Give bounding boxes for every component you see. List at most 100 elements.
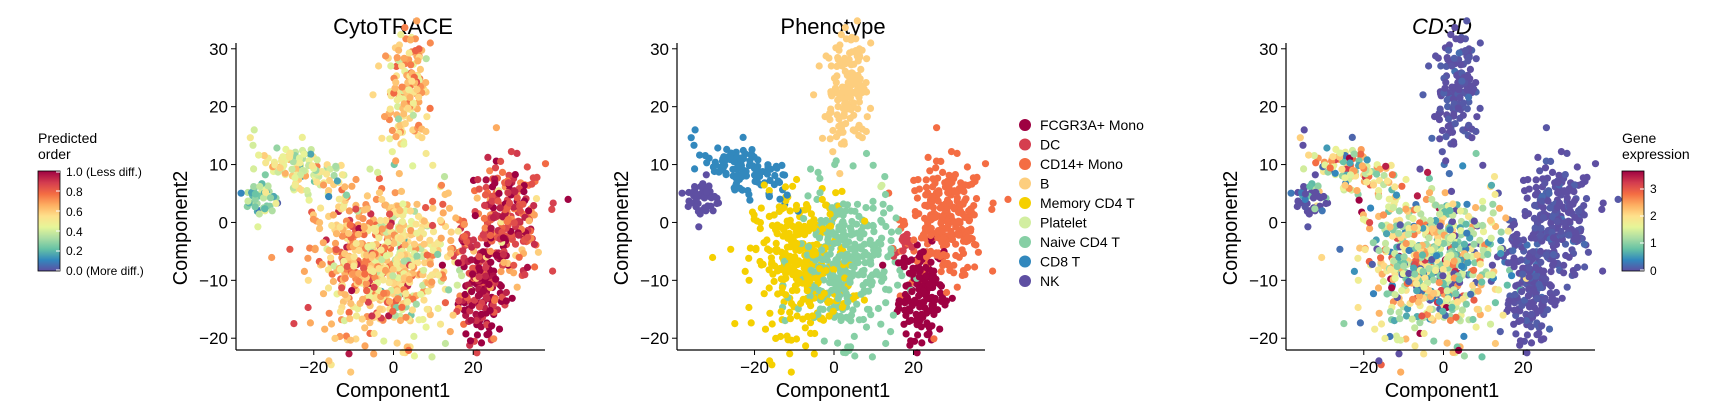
data-point bbox=[375, 62, 383, 70]
data-point bbox=[836, 226, 845, 234]
data-point bbox=[1484, 271, 1492, 279]
data-point bbox=[898, 272, 906, 280]
data-point bbox=[1424, 168, 1432, 176]
data-point bbox=[882, 299, 890, 307]
data-point bbox=[313, 178, 321, 186]
data-point bbox=[1486, 320, 1495, 328]
data-point bbox=[1402, 312, 1411, 320]
data-point bbox=[947, 148, 956, 156]
data-point bbox=[1459, 162, 1467, 170]
data-point bbox=[1519, 236, 1528, 244]
data-point bbox=[943, 288, 951, 297]
data-point bbox=[1346, 159, 1354, 167]
legend-swatch bbox=[1019, 158, 1031, 170]
data-point bbox=[1441, 84, 1449, 92]
data-point bbox=[347, 368, 355, 376]
data-point bbox=[365, 292, 373, 300]
data-point bbox=[414, 57, 422, 65]
data-point bbox=[1489, 209, 1497, 217]
data-point bbox=[801, 324, 809, 332]
data-point bbox=[930, 335, 938, 343]
data-point bbox=[1542, 275, 1550, 283]
data-point bbox=[915, 185, 924, 193]
data-point bbox=[1550, 258, 1558, 267]
data-point bbox=[824, 238, 832, 246]
data-point bbox=[487, 258, 495, 266]
data-point bbox=[434, 250, 442, 258]
data-point bbox=[1450, 54, 1458, 62]
data-point bbox=[1512, 330, 1520, 338]
data-point bbox=[696, 210, 704, 218]
data-point bbox=[1527, 310, 1536, 318]
data-point bbox=[857, 290, 865, 298]
data-point bbox=[789, 182, 797, 190]
data-point bbox=[1523, 349, 1531, 357]
data-point bbox=[454, 227, 462, 235]
data-point bbox=[838, 187, 846, 195]
data-point bbox=[932, 251, 941, 259]
data-point bbox=[803, 280, 811, 288]
data-point bbox=[1571, 271, 1579, 279]
data-point bbox=[1472, 204, 1480, 212]
data-point bbox=[530, 211, 538, 219]
data-point bbox=[333, 230, 341, 238]
data-point bbox=[1456, 36, 1465, 44]
data-point bbox=[867, 260, 875, 268]
data-point bbox=[1411, 342, 1419, 350]
data-point bbox=[249, 141, 257, 149]
data-point bbox=[403, 298, 412, 306]
data-point bbox=[384, 238, 392, 246]
data-point bbox=[836, 207, 844, 215]
y-tick-label: −10 bbox=[1249, 271, 1278, 290]
data-point bbox=[413, 229, 421, 237]
data-point bbox=[259, 194, 268, 202]
data-point bbox=[959, 200, 967, 208]
data-point bbox=[474, 176, 482, 184]
colorbar-legend-gene-expression: Gene expression 3 2 1 0 bbox=[1621, 130, 1690, 278]
data-point bbox=[437, 181, 446, 189]
data-point bbox=[1548, 228, 1556, 236]
data-point bbox=[477, 310, 486, 318]
data-point bbox=[1558, 294, 1566, 302]
data-point bbox=[849, 162, 857, 170]
data-point bbox=[375, 265, 383, 273]
data-point bbox=[309, 215, 317, 223]
data-point bbox=[1409, 295, 1417, 303]
data-point bbox=[345, 308, 353, 316]
data-point bbox=[382, 216, 390, 225]
data-point bbox=[447, 249, 455, 258]
data-point bbox=[412, 220, 420, 228]
data-point bbox=[827, 222, 835, 230]
data-point bbox=[1518, 302, 1526, 310]
data-point bbox=[765, 187, 773, 195]
data-point bbox=[398, 303, 406, 311]
data-point bbox=[1496, 328, 1504, 336]
data-point bbox=[352, 175, 360, 184]
data-point bbox=[914, 176, 922, 184]
data-point bbox=[1438, 148, 1446, 156]
data-point bbox=[1381, 334, 1389, 342]
data-point bbox=[488, 322, 496, 330]
data-point bbox=[368, 312, 376, 320]
legend-label: CD8 T bbox=[1040, 254, 1081, 270]
data-point bbox=[338, 232, 346, 240]
scatter-points bbox=[1287, 17, 1622, 376]
data-point bbox=[1580, 240, 1588, 248]
data-point bbox=[1409, 215, 1417, 223]
data-point bbox=[1443, 339, 1451, 347]
data-point bbox=[777, 308, 785, 316]
data-point bbox=[1404, 230, 1412, 238]
data-point bbox=[841, 257, 849, 265]
data-point bbox=[471, 212, 479, 220]
data-point bbox=[1377, 320, 1386, 328]
data-point bbox=[424, 287, 432, 295]
data-point bbox=[1450, 110, 1458, 118]
data-point bbox=[1413, 287, 1421, 295]
data-point bbox=[822, 201, 830, 209]
data-point bbox=[491, 296, 499, 304]
data-point bbox=[511, 171, 519, 179]
data-point bbox=[1470, 296, 1478, 304]
data-point bbox=[341, 274, 349, 282]
data-point bbox=[777, 265, 785, 273]
data-point bbox=[1395, 350, 1403, 358]
